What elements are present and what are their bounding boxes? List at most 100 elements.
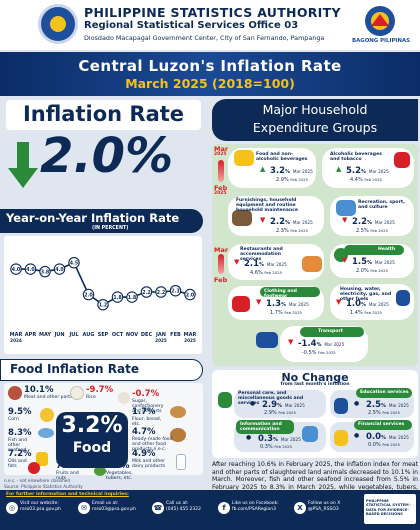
food-item-corn: 9.5% Corn: [8, 407, 32, 423]
nc-mar-value: 0.3% Mar 2025: [258, 434, 301, 444]
website-contact[interactable]: Visit our website: rsso03.psa.gov.ph: [20, 501, 61, 512]
yoy-chart-title: Year-on-Year Inflation Rate: [6, 211, 180, 225]
bagong-pilipinas-logo: [365, 6, 395, 36]
group-name: Restaurants and accommodation services: [240, 247, 283, 262]
feb-legend-label-2: Feb: [214, 276, 228, 284]
food-item-label: Fish and other seafood: [8, 438, 27, 453]
x-contact[interactable]: Follow us on X @PSA_RSSO3: [308, 501, 341, 512]
group-feb-value: 2.5% Feb 2025: [356, 228, 388, 234]
yoy-chart-unit: (IN PERCENT): [92, 226, 129, 231]
food-item-flour: 1.7% Flour, bread, etc.: [132, 408, 168, 428]
data-label: 2.0: [186, 292, 195, 298]
food-item-oils: 7.2% Oils and fats: [8, 450, 36, 470]
data-label: 1.8: [113, 295, 122, 301]
nc-feb-value: 0.3% Feb 2025: [260, 444, 292, 450]
group-name: Alcoholic beverages and tobacco: [330, 152, 382, 162]
group-name: Clothing and footwear: [264, 289, 297, 299]
group-name: Furnishings, household equipment and rou…: [236, 198, 298, 213]
up-arrow-icon: ▲: [336, 165, 342, 173]
shirt-icon: [232, 296, 250, 312]
globe-icon: ◎: [6, 502, 18, 514]
no-change-subtitle: from last month's inflation: [280, 382, 350, 387]
data-label: 2.2: [157, 290, 166, 296]
data-label: 2.3: [171, 289, 180, 295]
fish-icon: [38, 428, 54, 438]
food-item-label: Rice: [86, 395, 96, 400]
yoy-title-bar: [0, 209, 203, 233]
equal-icon: ●: [354, 400, 360, 407]
down-arrow-icon: ▼: [234, 258, 240, 266]
guitar-icon: [336, 200, 356, 216]
x-icon: X: [294, 502, 306, 514]
nc-mar-value: 0.0% Mar 2025: [366, 432, 409, 442]
data-label: 2.0: [84, 292, 93, 298]
group-name: Housing, water, electricity, gas, and ot…: [340, 287, 392, 302]
email-contact[interactable]: Email us at: rsso03@psa.gov.ph: [92, 501, 136, 512]
data-point: [169, 284, 182, 297]
mar-legend-label-2: Mar: [214, 246, 229, 254]
pss-logo-text: PHILIPPINE STATISTICAL SYSTEM · DATA FOR…: [366, 499, 412, 517]
email-icon: ✉: [78, 502, 90, 514]
group-feb-value: 2.9% Feb 2025: [276, 177, 308, 183]
food-item-value: 9.5%: [8, 407, 32, 417]
facebook-contact[interactable]: Like us on Facebook: fb.com/PSARegion3: [232, 501, 279, 512]
financial-header-pill: [354, 420, 412, 430]
group-mar-value: 2.2% Mar 2025: [270, 217, 313, 227]
x-tick-label: FEB: [170, 332, 181, 338]
bottle-icon: [394, 152, 410, 168]
x-tick-label: 2024: [10, 338, 22, 343]
data-label: 3.8: [41, 269, 50, 275]
mhe-title-line2: Expenditure Groups: [252, 120, 378, 135]
ready-food-icon: [170, 428, 186, 442]
food-inflation-title: Food Inflation Rate: [10, 362, 139, 376]
data-label: 1.2: [99, 303, 108, 309]
food-item-rice: -9.7% Rice: [86, 385, 114, 401]
data-point: [111, 291, 124, 303]
food-item-milk: 4.9% Milk and other dairy products: [132, 450, 176, 470]
data-label: 4.0: [26, 267, 35, 273]
x-tick-label: JAN: [155, 332, 166, 338]
chart-background: [4, 236, 202, 354]
group-name: Food and non-alcoholic beverages: [256, 152, 308, 162]
food-item-value: -9.7%: [86, 385, 114, 395]
food-item-value: 4.7%: [132, 427, 156, 437]
rice-icon: [70, 386, 84, 400]
food-item-label: Fruits and nuts: [56, 471, 79, 481]
bread-icon: [170, 406, 186, 418]
vegetable-icon: [94, 466, 106, 476]
period-arrow: [218, 160, 224, 182]
nc-feb-value: 2.5% Feb 2025: [368, 410, 400, 416]
data-point: [82, 288, 95, 301]
phone-contact[interactable]: Call us at: (045) 455 2322: [166, 501, 202, 512]
nc-feb-value: 2.9% Feb 2025: [264, 410, 296, 416]
data-point: [24, 263, 37, 275]
period-arrow-2: [218, 254, 224, 274]
meat-icon: [8, 386, 22, 400]
nc-item-name: Financial services: [358, 422, 405, 427]
mhe-title-line1: Major Household: [262, 102, 368, 117]
x-tick-label: DEC: [141, 332, 153, 338]
group-mar-value: 2.1% Mar 2025: [244, 259, 287, 269]
food-item-meat: 10.1% Meat and other parts: [24, 386, 72, 401]
nc-feb-value: 0.0% Feb 2025: [368, 442, 400, 448]
health-cross-icon: [334, 248, 348, 262]
banner-title: Central Luzon's Inflation Rate: [78, 57, 342, 75]
down-arrow-icon: ▼: [288, 338, 294, 346]
inflation-rate-title: Inflation Rate: [22, 102, 185, 126]
food-item-label: Flour, bread, etc.: [132, 417, 162, 427]
group-feb-value: 4.6% Feb 2025: [250, 270, 282, 276]
information-header-pill: [236, 420, 294, 434]
equal-icon: ●: [354, 432, 360, 439]
data-point: [140, 286, 153, 298]
data-point: [184, 288, 196, 301]
nc-mar-value: 2.5% Mar 2025: [366, 400, 409, 410]
food-item-sugar: -0.7% Sugar, confectionery and desserts: [132, 390, 172, 415]
group-mar-value: 5.2% Mar 2025: [346, 166, 389, 176]
inflation-rate-title-box: [6, 100, 201, 130]
group-feb-value: 1.4% Feb 2025: [350, 310, 382, 316]
fruit-icon: [28, 462, 40, 474]
house-icon: [396, 290, 410, 306]
data-point: [126, 291, 138, 303]
clothing-header-pill: [260, 287, 320, 297]
phone-icon: ☎: [152, 502, 164, 514]
